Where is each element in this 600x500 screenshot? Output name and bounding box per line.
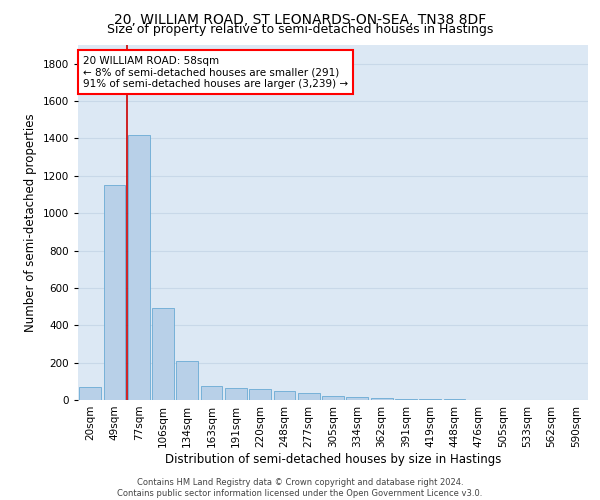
Bar <box>419 399 441 400</box>
Text: Contains HM Land Registry data © Crown copyright and database right 2024.
Contai: Contains HM Land Registry data © Crown c… <box>118 478 482 498</box>
Bar <box>395 398 417 400</box>
Bar <box>274 391 295 400</box>
Bar <box>298 394 320 400</box>
Y-axis label: Number of semi-detached properties: Number of semi-detached properties <box>24 113 37 332</box>
Bar <box>200 386 223 400</box>
Bar <box>128 134 149 400</box>
Bar <box>79 387 101 400</box>
Bar <box>249 389 271 400</box>
Bar <box>104 185 125 400</box>
Bar <box>176 361 198 400</box>
Bar <box>322 396 344 400</box>
X-axis label: Distribution of semi-detached houses by size in Hastings: Distribution of semi-detached houses by … <box>165 452 501 466</box>
Bar <box>346 398 368 400</box>
Bar <box>225 388 247 400</box>
Text: Size of property relative to semi-detached houses in Hastings: Size of property relative to semi-detach… <box>107 22 493 36</box>
Bar <box>371 398 392 400</box>
Text: 20, WILLIAM ROAD, ST LEONARDS-ON-SEA, TN38 8DF: 20, WILLIAM ROAD, ST LEONARDS-ON-SEA, TN… <box>114 12 486 26</box>
Text: 20 WILLIAM ROAD: 58sqm
← 8% of semi-detached houses are smaller (291)
91% of sem: 20 WILLIAM ROAD: 58sqm ← 8% of semi-deta… <box>83 56 348 89</box>
Bar <box>152 308 174 400</box>
